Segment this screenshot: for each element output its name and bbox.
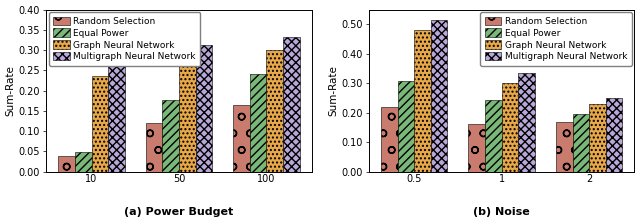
Bar	[573, 114, 589, 172]
Y-axis label: Sum-Rate: Sum-Rate	[328, 65, 339, 116]
Bar	[502, 83, 518, 172]
Bar	[92, 76, 108, 172]
Bar	[589, 104, 605, 172]
Bar	[146, 123, 163, 172]
Bar	[431, 20, 447, 172]
Bar	[397, 81, 414, 172]
Bar	[381, 107, 397, 172]
Bar	[485, 100, 502, 172]
Bar	[233, 105, 250, 172]
Text: (a) Power Budget: (a) Power Budget	[124, 207, 234, 217]
Bar	[179, 66, 196, 172]
Bar	[605, 98, 622, 172]
Bar	[58, 156, 75, 172]
Bar	[518, 73, 535, 172]
Legend: Random Selection, Equal Power, Graph Neural Network, Multigraph Neural Network: Random Selection, Equal Power, Graph Neu…	[481, 12, 632, 66]
Bar	[250, 73, 266, 172]
Bar	[108, 65, 125, 172]
Bar	[283, 37, 300, 172]
Bar	[75, 152, 92, 172]
Y-axis label: Sum-Rate: Sum-Rate	[6, 65, 15, 116]
Legend: Random Selection, Equal Power, Graph Neural Network, Multigraph Neural Network: Random Selection, Equal Power, Graph Neu…	[49, 12, 200, 66]
Bar	[468, 124, 485, 172]
Bar	[196, 45, 212, 172]
Bar	[266, 50, 283, 172]
Bar	[414, 30, 431, 172]
Text: (b) Noise: (b) Noise	[474, 207, 530, 217]
Bar	[163, 100, 179, 172]
Bar	[556, 122, 573, 172]
